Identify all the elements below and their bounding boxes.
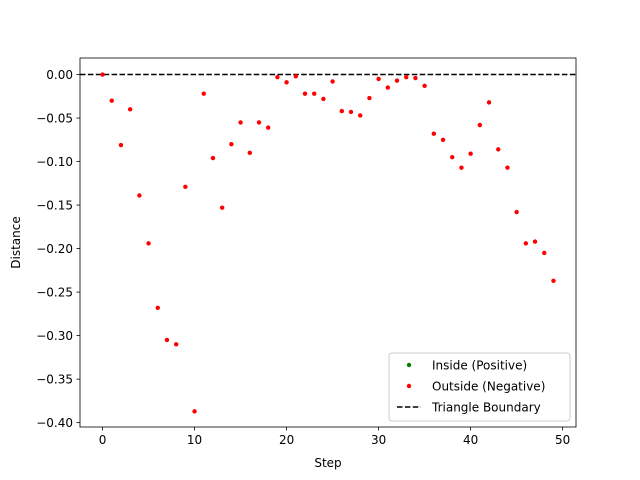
data-point (183, 184, 188, 190)
legend-marker (406, 383, 412, 389)
data-point (109, 98, 114, 103)
data-point (275, 74, 280, 80)
y-tick-label: −0.05 (36, 111, 73, 125)
legend-box (388, 352, 571, 422)
data-point (164, 337, 170, 343)
data-point (201, 91, 206, 96)
data-point (413, 75, 418, 81)
data-point (293, 74, 298, 79)
data-point (137, 193, 142, 198)
x-tick-label: 30 (371, 433, 386, 447)
x-tick-label: 20 (279, 433, 294, 447)
data-point (127, 107, 133, 112)
x-tick-label: 40 (463, 433, 478, 447)
data-point (229, 141, 234, 147)
data-point (330, 79, 335, 84)
data-point (358, 113, 363, 118)
data-point (542, 250, 547, 256)
data-point (210, 155, 216, 161)
data-point (468, 151, 473, 156)
legend-label: Outside (Negative) (432, 379, 545, 393)
legend-marker (406, 362, 412, 368)
x-axis: 0 10 20 30 40 50 (99, 427, 570, 447)
data-point (302, 91, 308, 96)
y-axis: 0.00 −0.05 −0.10 −0.15 −0.20 −0.25 −0.30 −0.35 −… (36, 68, 80, 430)
y-tick-label: −0.20 (36, 242, 73, 256)
data-point (348, 109, 354, 115)
data-point (321, 96, 326, 102)
y-tick-label: −0.40 (36, 416, 73, 430)
data-point (551, 278, 556, 283)
data-point (100, 72, 105, 77)
x-tick-label: 50 (555, 433, 570, 447)
data-point (440, 137, 446, 143)
legend-label: Inside (Positive) (432, 358, 527, 372)
data-point (404, 74, 409, 80)
data-point (219, 205, 225, 210)
data-point (256, 120, 262, 125)
data-point (486, 100, 492, 105)
x-axis-label: Step (314, 456, 341, 470)
y-tick-label: −0.25 (36, 285, 73, 299)
data-point (339, 108, 345, 114)
data-point (192, 409, 197, 414)
x-tick-label: 0 (99, 433, 107, 447)
data-point (311, 91, 317, 96)
x-tick-label: 10 (187, 433, 202, 447)
y-tick-label: −0.10 (36, 155, 73, 169)
y-tick-label: −0.15 (36, 198, 73, 212)
data-point (118, 142, 124, 148)
legend-label: Triangle Boundary (431, 400, 541, 414)
data-point (532, 239, 538, 244)
y-axis-label: Distance (9, 216, 23, 268)
y-tick-label: −0.30 (36, 329, 73, 343)
data-point (450, 155, 455, 160)
data-point (155, 305, 160, 310)
plot-area (79, 57, 577, 428)
data-point (376, 76, 381, 82)
data-point (146, 241, 151, 246)
data-point (496, 147, 501, 152)
data-point (367, 95, 372, 101)
data-point (173, 342, 179, 347)
legend: Inside (Positive) Outside (Negative) Trian… (388, 352, 571, 422)
data-point (238, 120, 243, 125)
data-point (385, 85, 391, 90)
data-point (394, 78, 400, 83)
data-point (477, 122, 483, 128)
data-point (247, 150, 252, 156)
data-point (505, 165, 510, 170)
data-point (514, 209, 519, 215)
y-tick-label: 0.00 (46, 68, 73, 82)
plot-frame (79, 57, 577, 428)
data-point (265, 125, 271, 130)
data-point (284, 80, 289, 85)
y-tick-label: −0.35 (36, 372, 73, 386)
data-point (459, 165, 464, 170)
data-point (422, 83, 427, 89)
data-point (523, 241, 529, 246)
data-point (431, 131, 437, 136)
